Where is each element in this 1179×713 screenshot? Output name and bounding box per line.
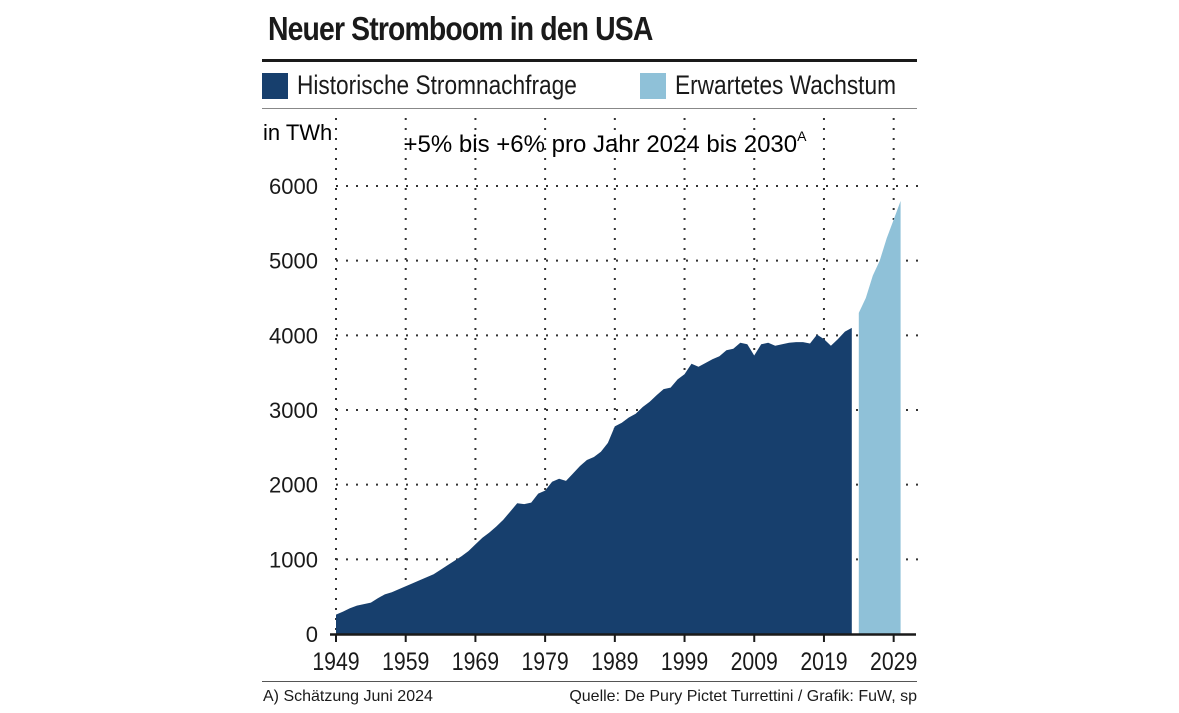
area-layer (336, 200, 901, 634)
growth-annotation-text: +5% bis +6% pro Jahr 2024 bis 2030 (404, 131, 798, 158)
y-tick-label-4000: 4000 (269, 323, 318, 348)
legend-item-forecast: Erwartetes Wachstum (640, 70, 938, 101)
x-tick-label-2029: 2029 (870, 647, 917, 675)
y-tick-label-1000: 1000 (269, 547, 318, 572)
legend-swatch-forecast (640, 72, 666, 99)
legend-swatch-historical (262, 72, 288, 99)
axis-layer: 1949 1959 1969 1979 1989 1999 2009 2019 2029 0 100… (269, 174, 917, 675)
growth-annotation-superscript: A (797, 128, 807, 144)
chart-title: Neuer Stromboom in den USA (268, 10, 653, 47)
area-historical (336, 327, 852, 634)
x-tick-label-1959: 1959 (382, 647, 429, 675)
y-tick-label-6000: 6000 (269, 174, 318, 199)
title-rule (262, 59, 917, 62)
x-tick-label-1999: 1999 (661, 647, 708, 675)
legend-rule (262, 108, 917, 109)
x-tick-label-2009: 2009 (731, 647, 778, 675)
legend-label-forecast: Erwartetes Wachstum (675, 70, 896, 100)
legend-item-historical: Historische Stromnachfrage (262, 70, 630, 101)
x-tick-label-1969: 1969 (452, 647, 499, 675)
x-tick-label-1989: 1989 (591, 647, 638, 675)
y-axis-label: in TWh (263, 120, 332, 145)
x-tick-label-1979: 1979 (521, 647, 568, 675)
footnote: A) Schätzung Juni 2024 (263, 688, 433, 705)
y-tick-label-5000: 5000 (269, 249, 318, 274)
x-tick-label-1949: 1949 (312, 647, 359, 675)
y-tick-label-3000: 3000 (269, 398, 318, 423)
legend-label-historical: Historische Stromnachfrage (297, 70, 577, 100)
y-tick-label-2000: 2000 (269, 473, 318, 498)
x-tick-label-2019: 2019 (800, 647, 847, 675)
footer-rule (262, 681, 917, 682)
growth-annotation: +5% bis +6% pro Jahr 2024 bis 2030A (404, 128, 808, 158)
source-credit: Quelle: De Pury Pictet Turrettini / Graf… (569, 688, 917, 705)
area-forecast (858, 200, 901, 634)
y-tick-label-0: 0 (306, 622, 318, 647)
